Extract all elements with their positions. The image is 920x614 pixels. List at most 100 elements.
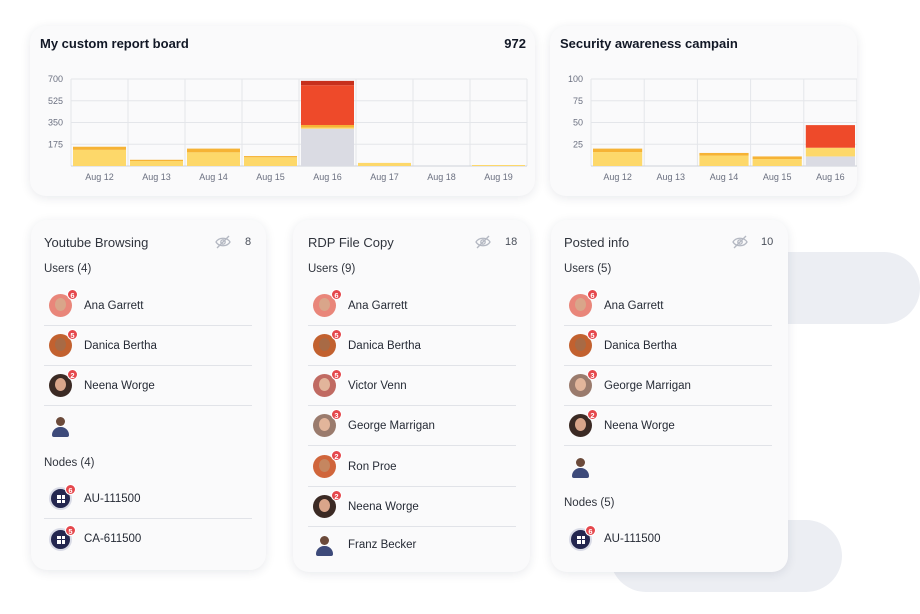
user-name: Danica Bertha xyxy=(348,339,421,352)
node-row[interactable]: 6 AU-111500 xyxy=(44,479,252,519)
alert-count-badge: 5 xyxy=(331,369,342,380)
avatar: 5 xyxy=(313,369,342,397)
user-row[interactable]: 2 Neena Worge xyxy=(44,366,252,406)
avatar: 2 xyxy=(313,450,342,478)
node-row[interactable]: 6 AU-111500 xyxy=(564,519,772,559)
bar-segment-high[interactable] xyxy=(805,125,855,148)
bar-segment-dark[interactable] xyxy=(301,80,354,86)
bar-segment-low[interactable] xyxy=(244,157,297,166)
y-tick-label: 75 xyxy=(573,96,583,106)
user-row[interactable]: 3 George Marrigan xyxy=(308,406,516,446)
bar-segment-low[interactable] xyxy=(752,159,802,166)
x-tick-label: Aug 13 xyxy=(657,172,686,182)
x-tick-label: Aug 15 xyxy=(256,172,285,182)
eye-off-icon[interactable] xyxy=(732,235,748,249)
panel-youtube-browsing[interactable]: Youtube Browsing 8 Users (4) 6 Ana Garre… xyxy=(31,220,266,570)
avatar: 5 xyxy=(569,329,598,357)
bar-segment-mid[interactable] xyxy=(187,148,240,153)
bar-segment-grey[interactable] xyxy=(301,128,354,166)
x-tick-label: Aug 15 xyxy=(763,172,792,182)
panel-rdp-file-copy[interactable]: RDP File Copy 18 Users (9) 6 Ana Garrett… xyxy=(293,220,530,572)
user-name: Ana Garrett xyxy=(84,299,144,312)
alert-count-badge: 2 xyxy=(587,409,598,420)
report-board-total: 972 xyxy=(504,36,526,51)
user-row[interactable]: 2 Neena Worge xyxy=(564,406,772,446)
eye-off-icon[interactable] xyxy=(215,235,231,249)
bar-segment-mid[interactable] xyxy=(244,156,297,158)
person-icon xyxy=(313,534,336,557)
y-tick-label: 50 xyxy=(573,118,583,128)
user-row[interactable]: Franz Becker xyxy=(308,525,516,565)
bar-segment-low[interactable] xyxy=(358,162,411,166)
user-name: Neena Worge xyxy=(84,379,155,392)
bar-segment-grey[interactable] xyxy=(805,156,855,166)
user-row[interactable]: 5 Danica Bertha xyxy=(308,326,516,366)
panel-title: Youtube Browsing xyxy=(44,235,149,250)
avatar: 6 xyxy=(49,289,78,317)
bar-segment-mid[interactable] xyxy=(301,124,354,128)
user-name: Franz Becker xyxy=(348,539,417,551)
bar-segment-low[interactable] xyxy=(73,149,126,166)
bar-segment-low[interactable] xyxy=(593,152,643,166)
y-tick-label: 350 xyxy=(48,118,63,128)
panel-count: 10 xyxy=(761,236,774,248)
user-name: Ana Garrett xyxy=(348,299,408,312)
bar-segment-mid[interactable] xyxy=(73,146,126,150)
alert-count-badge: 2 xyxy=(67,369,78,380)
panel-title: Posted info xyxy=(564,235,630,250)
bar-segment-low[interactable] xyxy=(805,147,855,157)
security-campaign-card: Security awareness campain 25 50 75 100 Aug … xyxy=(550,26,857,196)
nodes-section-label: Nodes (4) xyxy=(44,457,95,469)
security-campaign-title: Security awareness campain xyxy=(560,36,738,51)
node-row[interactable]: 5 CA-611500 xyxy=(44,519,252,559)
user-row[interactable]: 3 George Marrigan xyxy=(564,366,772,406)
alert-count-badge: 5 xyxy=(587,329,598,340)
user-name: Neena Worge xyxy=(604,419,675,432)
y-tick-label: 175 xyxy=(48,139,63,149)
alert-count-badge: 6 xyxy=(67,289,78,300)
user-row[interactable]: 2 Neena Worge xyxy=(308,487,516,527)
panel-count: 8 xyxy=(245,236,252,248)
user-row[interactable]: 6 Ana Garrett xyxy=(44,286,252,326)
bar-segment-high[interactable] xyxy=(301,85,354,125)
user-name: Victor Venn xyxy=(348,379,407,392)
alert-count-badge: 6 xyxy=(331,289,342,300)
user-row[interactable]: 5 Victor Venn xyxy=(308,366,516,406)
eye-off-icon[interactable] xyxy=(475,235,491,249)
user-row[interactable] xyxy=(564,447,772,487)
user-name: Neena Worge xyxy=(348,500,419,513)
user-row[interactable] xyxy=(44,406,252,446)
user-row[interactable]: 6 Ana Garrett xyxy=(564,286,772,326)
report-board-card: My custom report board 972 175 350 525 700 A… xyxy=(30,26,535,196)
security-campaign-chart: 25 50 75 100 Aug 12 Aug 13 Aug 14 Aug 15 Aug 16 xyxy=(568,74,857,182)
bar-segment-low[interactable] xyxy=(699,155,749,166)
panel-posted-info[interactable]: Posted info 10 Users (5) 6 Ana Garrett 5… xyxy=(551,220,788,572)
users-section-label: Users (9) xyxy=(308,263,356,275)
panel-count: 18 xyxy=(505,236,518,248)
user-row[interactable]: 5 Danica Bertha xyxy=(44,326,252,366)
alert-count-badge: 5 xyxy=(65,524,76,536)
person-icon xyxy=(569,456,592,479)
node-name: AU-111500 xyxy=(604,533,661,545)
alert-count-badge: 5 xyxy=(331,329,342,340)
alert-count-badge: 3 xyxy=(331,409,342,420)
y-tick-label: 525 xyxy=(48,96,63,106)
user-row[interactable]: 2 Ron Proe xyxy=(308,447,516,487)
bar-segment-mid[interactable] xyxy=(752,156,802,160)
bar-segment-mid[interactable] xyxy=(699,152,749,156)
y-tick-label: 100 xyxy=(568,74,583,84)
alert-count-badge: 6 xyxy=(585,524,596,536)
bar-segment-mid[interactable] xyxy=(593,148,643,153)
x-tick-label: Aug 14 xyxy=(710,172,739,182)
bar-segment-low[interactable] xyxy=(187,152,240,166)
bar-segment-mid[interactable] xyxy=(130,159,183,162)
x-tick-label: Aug 19 xyxy=(484,172,513,182)
bar-segment-low[interactable] xyxy=(472,165,525,166)
alert-count-badge: 3 xyxy=(587,369,598,380)
users-section-label: Users (5) xyxy=(564,263,612,275)
bar-segment-low[interactable] xyxy=(130,161,183,166)
bar-segment-low[interactable] xyxy=(301,127,354,129)
user-row[interactable]: 5 Danica Bertha xyxy=(564,326,772,366)
x-tick-label: Aug 16 xyxy=(816,172,845,182)
user-row[interactable]: 6 Ana Garrett xyxy=(308,286,516,326)
